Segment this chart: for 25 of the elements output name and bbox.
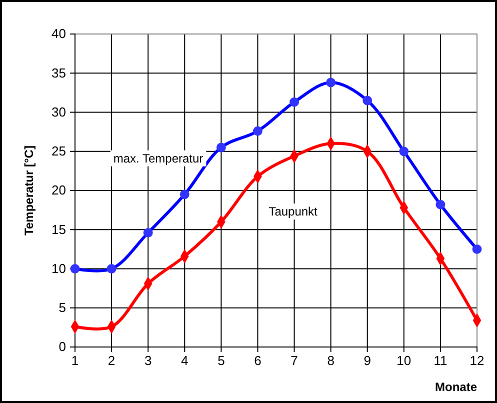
- x-tick-label: 6: [254, 353, 262, 368]
- x-tick-label: 1: [71, 353, 79, 368]
- x-tick-label: 2: [108, 353, 116, 368]
- y-tick-label: 35: [52, 65, 66, 80]
- y-axis-title: Temperatur [°C]: [22, 146, 36, 236]
- x-axis-title: Monate: [435, 380, 478, 394]
- x-tick-label: 7: [290, 353, 298, 368]
- x-tick-label: 3: [144, 353, 152, 368]
- y-tick-label: 5: [58, 300, 66, 316]
- x-tick-label: 4: [181, 353, 188, 368]
- y-tick-label: 0: [58, 339, 66, 354]
- x-tick-label: 11: [434, 353, 448, 368]
- x-tick-label: 8: [327, 353, 334, 368]
- x-tick-label: 10: [396, 353, 412, 368]
- y-tick-label: 40: [52, 26, 66, 42]
- x-tick-label: 9: [364, 353, 371, 368]
- series-label: max. Temperatur: [113, 151, 204, 166]
- y-tick-label: 30: [52, 104, 66, 120]
- x-tick-label: 12: [470, 353, 484, 368]
- y-tick-label: 15: [52, 222, 66, 237]
- y-tick-label: 10: [52, 260, 66, 276]
- y-tick-label: 20: [52, 182, 66, 198]
- series-label: Taupunkt: [268, 204, 318, 219]
- y-tick-label: 25: [52, 144, 66, 159]
- x-tick-label: 5: [218, 353, 225, 368]
